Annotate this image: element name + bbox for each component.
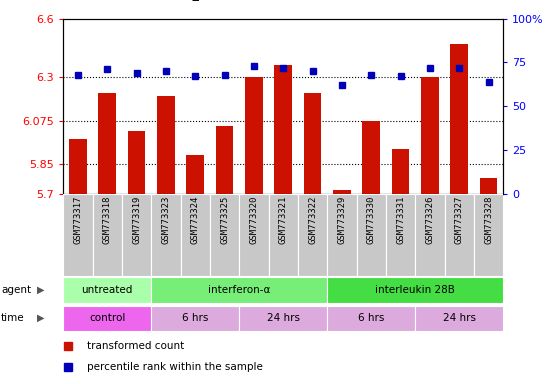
Bar [186, 155, 204, 194]
Text: time: time [1, 313, 25, 323]
Bar [304, 93, 321, 194]
Text: control: control [89, 313, 125, 323]
Text: GSM773327: GSM773327 [455, 196, 464, 244]
Bar [333, 190, 351, 194]
Text: 6 hrs: 6 hrs [182, 313, 208, 323]
Text: GSM773322: GSM773322 [308, 196, 317, 244]
Bar [415, 306, 503, 331]
Bar [92, 194, 122, 276]
Bar [480, 178, 497, 194]
Text: untreated: untreated [81, 285, 133, 295]
Text: interferon-α: interferon-α [208, 285, 271, 295]
Bar [386, 194, 415, 276]
Text: 24 hrs: 24 hrs [443, 313, 476, 323]
Text: GSM773320: GSM773320 [249, 196, 258, 244]
Text: agent: agent [1, 285, 31, 295]
Bar [474, 194, 503, 276]
Text: ▶: ▶ [37, 285, 45, 295]
Bar [415, 194, 444, 276]
Bar [63, 194, 92, 276]
Bar [151, 194, 180, 276]
Bar [151, 278, 327, 303]
Text: ▶: ▶ [37, 313, 45, 323]
Text: GSM773324: GSM773324 [191, 196, 200, 244]
Bar [216, 126, 233, 194]
Bar [327, 278, 503, 303]
Bar [180, 194, 210, 276]
Bar [392, 149, 409, 194]
Bar [63, 278, 151, 303]
Bar [63, 306, 151, 331]
Text: GSM773326: GSM773326 [425, 196, 435, 244]
Text: GSM773319: GSM773319 [132, 196, 141, 244]
Bar [356, 194, 386, 276]
Bar [151, 306, 239, 331]
Bar [421, 77, 439, 194]
Bar [274, 65, 292, 194]
Text: GSM773318: GSM773318 [103, 196, 112, 244]
Text: GSM773328: GSM773328 [484, 196, 493, 244]
Text: GSM773330: GSM773330 [367, 196, 376, 244]
Bar [245, 77, 263, 194]
Text: GSM773323: GSM773323 [161, 196, 170, 244]
Bar [128, 131, 145, 194]
Text: 6 hrs: 6 hrs [358, 313, 384, 323]
Text: GSM773331: GSM773331 [396, 196, 405, 244]
Bar [327, 306, 415, 331]
Text: GSM773329: GSM773329 [337, 196, 346, 244]
Text: percentile rank within the sample: percentile rank within the sample [87, 362, 263, 372]
Bar [122, 194, 151, 276]
Text: 24 hrs: 24 hrs [267, 313, 300, 323]
Bar [210, 194, 239, 276]
Text: interleukin 28B: interleukin 28B [375, 285, 455, 295]
Bar [239, 194, 268, 276]
Bar [268, 194, 298, 276]
Text: GSM773321: GSM773321 [279, 196, 288, 244]
Bar [362, 121, 380, 194]
Bar [98, 93, 116, 194]
Bar [157, 96, 175, 194]
Text: transformed count: transformed count [87, 341, 185, 351]
Bar [69, 139, 87, 194]
Bar [239, 306, 327, 331]
Bar [327, 194, 356, 276]
Text: GSM773325: GSM773325 [220, 196, 229, 244]
Bar [450, 44, 468, 194]
Bar [444, 194, 474, 276]
Bar [298, 194, 327, 276]
Text: GSM773317: GSM773317 [73, 196, 82, 244]
